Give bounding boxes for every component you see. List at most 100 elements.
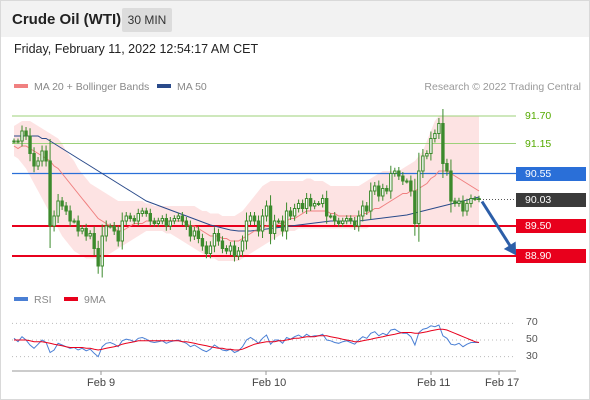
candle-body (220, 240, 225, 249)
candle-body (216, 233, 221, 242)
candle-body (184, 220, 189, 227)
candle-body (116, 230, 120, 242)
candle-body (381, 188, 385, 197)
candle-body (385, 188, 389, 192)
candle-body (20, 130, 24, 142)
candle-body (397, 170, 401, 177)
candle-body (337, 220, 341, 224)
candle-body (44, 150, 48, 162)
candle-body (276, 220, 281, 223)
candle-body (52, 215, 56, 227)
candle-body (316, 203, 321, 205)
candle-body (156, 220, 161, 224)
candle-body (288, 210, 293, 217)
rsi-grid (12, 322, 516, 358)
bollinger-fill (14, 116, 479, 261)
candle-body (401, 175, 405, 182)
candle-body (240, 240, 245, 252)
candle-body (188, 225, 193, 237)
candle-body (341, 220, 345, 224)
candle-body (441, 123, 445, 164)
candle-body (208, 245, 213, 254)
candle-body (445, 163, 449, 172)
candle-body (120, 220, 124, 242)
candle-body (453, 200, 457, 204)
level-tag-pivot: 90.55 (516, 166, 586, 181)
candle-body (413, 190, 417, 224)
candle-body (312, 203, 317, 207)
candle-body (369, 190, 373, 212)
candle-body (204, 245, 209, 254)
legend-rsi-ma-label: 9MA (84, 294, 106, 306)
rsi-line (13, 324, 479, 358)
candle-body (88, 233, 92, 237)
candle-body (425, 153, 429, 157)
timeframe-badge[interactable]: 30 MIN (122, 8, 172, 32)
candle-body (236, 250, 241, 257)
rsi-ma-line (14, 328, 480, 351)
candle-body (393, 170, 397, 174)
candle-body (28, 135, 32, 154)
candle-body (433, 133, 437, 139)
legend-rsi-ma: 9MA (64, 294, 106, 306)
level-tag-support: 89.50 (516, 219, 586, 233)
candle-body (449, 170, 453, 202)
candle-body (12, 140, 16, 143)
candle-body (260, 215, 265, 232)
legend-ma50-label: MA 50 (177, 81, 207, 93)
copyright: Research © 2022 Trading Central (424, 81, 581, 93)
candle-body (353, 220, 357, 227)
ma20-swatch (14, 84, 28, 89)
timestamp: Friday, February 11, 2022 12:54:17 AM CE… (14, 42, 259, 56)
candle-body (168, 220, 173, 227)
candle-body (144, 210, 148, 214)
candle-body (200, 238, 205, 247)
candle-body (248, 215, 253, 222)
candle-body (461, 200, 465, 212)
rsi-tick-label: 30 (526, 349, 538, 362)
candle-body (104, 225, 108, 237)
candle-body (160, 218, 165, 222)
candle-body (96, 248, 100, 267)
bollinger-band (14, 116, 479, 261)
legend-ma50: MA 50 (157, 81, 207, 93)
candle-body (469, 198, 473, 204)
candle-body (417, 170, 421, 224)
candle-body (224, 248, 229, 252)
candle-body (373, 185, 377, 192)
candle-body (328, 215, 333, 218)
candle-body (24, 130, 28, 137)
candle-body (324, 198, 329, 217)
candle-body (164, 218, 169, 227)
candle-body (196, 230, 201, 239)
legend-ma20: MA 20 + Bollinger Bands (14, 81, 149, 93)
rsi-tick-label: 70 (526, 316, 538, 329)
candle-body (136, 213, 140, 222)
ma50-swatch (157, 84, 171, 89)
candle-body (421, 155, 425, 172)
rsi-lines (13, 324, 480, 358)
candle-body (477, 198, 481, 200)
rsi-ma-swatch (64, 297, 78, 302)
candle-body (296, 203, 301, 209)
candle-body (377, 185, 381, 197)
candle-body (64, 205, 68, 212)
candle-body (357, 215, 361, 227)
candle-body (56, 200, 60, 217)
level-tag-resistance: 91.70 (525, 110, 552, 122)
candle-body (349, 218, 353, 222)
candle-body (172, 218, 177, 222)
candle-body (176, 215, 181, 219)
candle-body (92, 233, 96, 249)
price-candles (12, 109, 481, 278)
candle-body (72, 220, 76, 223)
x-tick-label: Feb 9 (87, 377, 116, 389)
candle-body (284, 210, 289, 232)
legend-ma20-label: MA 20 + Bollinger Bands (34, 81, 150, 93)
candle-body (108, 225, 112, 228)
candle-body (437, 123, 441, 134)
candle-body (148, 213, 152, 222)
candle-body (308, 198, 313, 207)
